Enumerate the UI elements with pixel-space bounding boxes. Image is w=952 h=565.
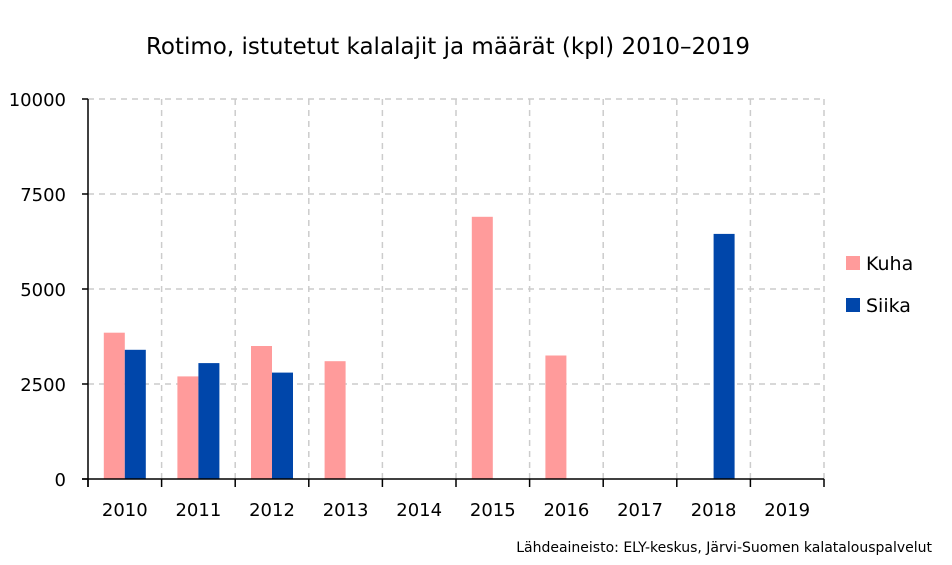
x-axis-ticks: 2010 2011 2012 2013 2014 2015 2016 2017 2018 2019 — [102, 500, 810, 521]
bar-siika-2011 — [198, 363, 220, 479]
chart-title: Rotimo, istutetut kalalajit ja määrät (k… — [146, 34, 750, 60]
x-tick-label: 2013 — [323, 500, 369, 521]
y-tick-label: 0 — [55, 470, 66, 491]
grid — [88, 98, 825, 479]
source-note: Lähdeaineisto: ELY-keskus, Järvi-Suomen … — [516, 540, 932, 556]
x-tick-label: 2017 — [617, 500, 663, 521]
y-tick-label: 7500 — [20, 185, 66, 206]
axes — [82, 98, 825, 487]
x-tick-label: 2012 — [249, 500, 295, 521]
x-tick-label: 2016 — [543, 500, 589, 521]
y-tick-label: 2500 — [20, 375, 66, 396]
y-axis-ticks: 0 2500 5000 7500 10000 — [9, 90, 66, 491]
bar-kuha-2011 — [177, 376, 199, 479]
legend-label-kuha: Kuha — [866, 253, 913, 275]
bar-kuha-2016 — [545, 355, 567, 479]
bar-siika-2012 — [272, 372, 293, 479]
x-tick-label: 2015 — [470, 500, 516, 521]
bar-siika-2018 — [713, 233, 735, 479]
x-tick-label: 2010 — [102, 500, 148, 521]
y-tick-label: 10000 — [9, 90, 66, 111]
legend-swatch-siika — [846, 298, 860, 312]
x-tick-label: 2011 — [175, 500, 221, 521]
bar-kuha-2012 — [251, 346, 272, 479]
legend-label-siika: Siika — [866, 295, 911, 317]
x-tick-label: 2014 — [396, 500, 442, 521]
x-tick-label: 2019 — [764, 500, 810, 521]
legend: Kuha Siika — [846, 253, 913, 317]
bar-kuha-2015 — [471, 216, 493, 480]
y-tick-label: 5000 — [20, 280, 66, 301]
bar-kuha-2010 — [103, 332, 125, 479]
bar-kuha-2013 — [324, 361, 346, 479]
bars — [103, 216, 735, 480]
x-tick-label: 2018 — [691, 500, 737, 521]
bar-siika-2010 — [124, 349, 146, 479]
legend-swatch-kuha — [846, 256, 860, 270]
